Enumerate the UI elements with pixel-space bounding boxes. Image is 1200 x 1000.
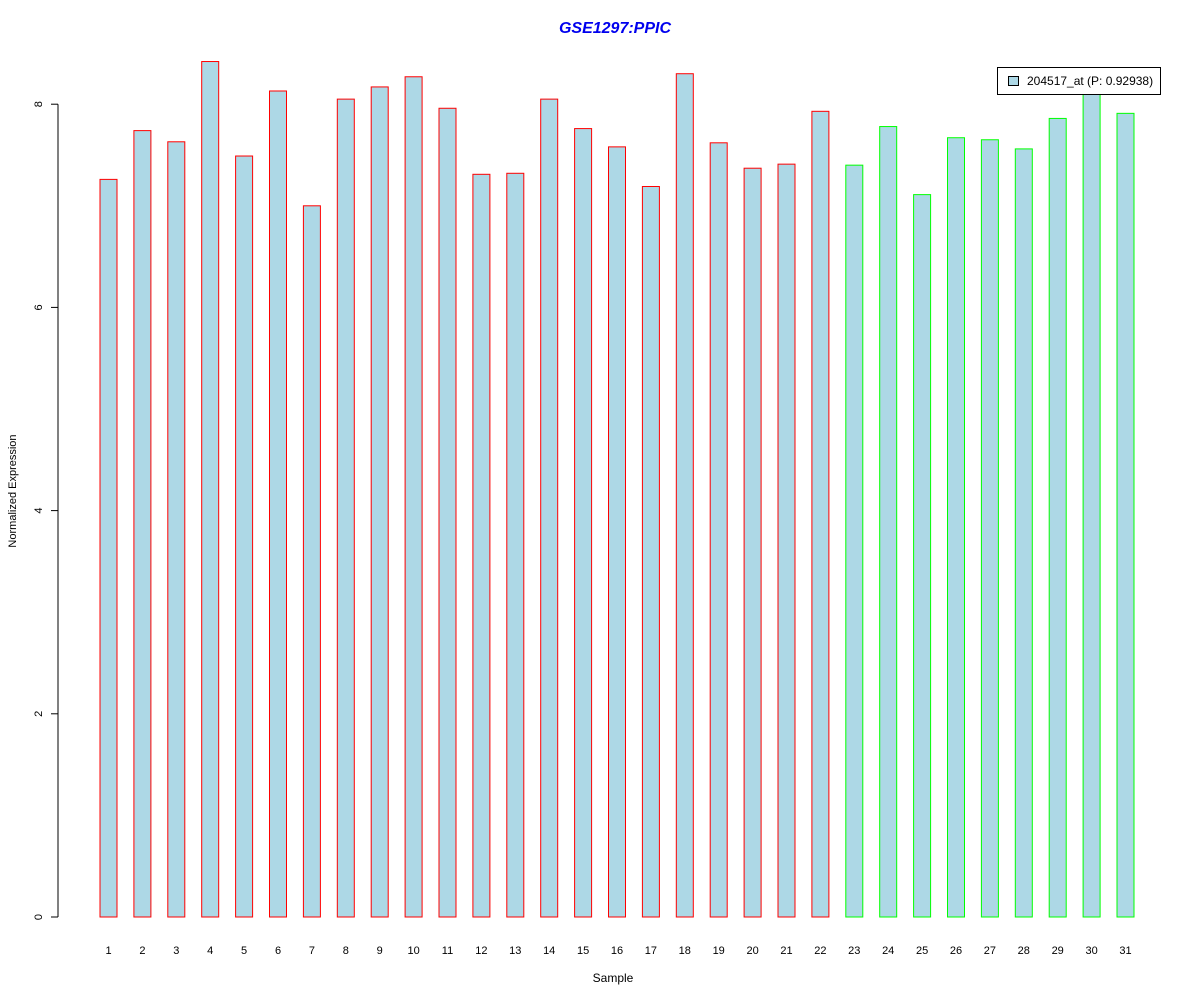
bar-sample-28 (1014, 148, 1033, 918)
bar-sample-26 (947, 137, 965, 918)
legend: 204517_at (P: 0.92938) (997, 67, 1161, 95)
x-tick-label: 29 (1052, 945, 1064, 957)
x-axis-label: Sample (592, 971, 634, 985)
bar-sample-10 (404, 76, 423, 918)
x-tick-label: 26 (950, 945, 962, 957)
legend-label: 204517_at (P: 0.92938) (1027, 74, 1154, 88)
bar-sample-30 (1082, 93, 1101, 918)
bar-sample-24 (879, 126, 898, 918)
bar-sample-20 (743, 167, 762, 918)
x-tick-label: 6 (275, 945, 281, 957)
x-tick-label: 12 (475, 945, 487, 957)
x-tick-label: 19 (713, 945, 725, 957)
x-tick-label: 16 (611, 945, 623, 957)
bar-sample-31 (1116, 112, 1135, 918)
x-tick-label: 20 (746, 945, 758, 957)
x-tick-label: 25 (916, 945, 928, 957)
x-tick-label: 7 (309, 945, 315, 957)
bar-sample-18 (675, 73, 694, 918)
bar-sample-29 (1048, 117, 1067, 918)
x-tick-label: 21 (780, 945, 792, 957)
bar-sample-25 (913, 194, 932, 918)
x-tick-label: 11 (442, 945, 453, 957)
x-tick-label: 22 (814, 945, 826, 957)
x-tick-label: 31 (1119, 945, 1131, 957)
y-tick-label: 4 (33, 508, 45, 514)
x-tick-label: 3 (173, 945, 179, 957)
x-tick-label: 14 (543, 945, 555, 957)
x-tick-label: 1 (105, 945, 111, 957)
bar-sample-11 (438, 107, 457, 918)
bar-sample-27 (980, 139, 999, 918)
bar-sample-2 (133, 130, 152, 918)
x-tick-label: 13 (509, 945, 521, 957)
bar-sample-19 (709, 142, 728, 918)
bar-sample-16 (608, 146, 626, 918)
chart-title: GSE1297:PPIC (558, 20, 672, 37)
bar-sample-21 (777, 163, 796, 918)
x-tick-label: 5 (241, 945, 247, 957)
x-tick-label: 18 (679, 945, 691, 957)
bar-sample-9 (370, 86, 389, 918)
bar-sample-15 (574, 128, 593, 918)
bar-sample-5 (235, 155, 254, 918)
bar-sample-1 (99, 178, 118, 918)
x-tick-label: 9 (377, 945, 383, 957)
bar-sample-17 (641, 185, 660, 918)
bar-sample-4 (201, 61, 220, 918)
bar-sample-7 (302, 205, 321, 918)
y-tick-label: 6 (33, 304, 45, 310)
y-tick-label: 2 (33, 711, 45, 717)
bar-sample-12 (472, 173, 491, 918)
bar-sample-6 (269, 90, 287, 918)
x-tick-label: 4 (207, 945, 213, 957)
x-tick-label: 15 (577, 945, 589, 957)
y-tick-label: 0 (33, 914, 45, 920)
bar-sample-8 (336, 98, 355, 918)
bar-sample-23 (845, 164, 864, 918)
x-tick-label: 17 (645, 945, 657, 957)
x-tick-label: 10 (407, 945, 419, 957)
y-tick-label: 8 (33, 101, 45, 107)
x-tick-label: 23 (848, 945, 860, 957)
x-tick-label: 2 (139, 945, 145, 957)
x-tick-label: 30 (1085, 945, 1097, 957)
bar-sample-13 (506, 172, 525, 918)
x-tick-label: 24 (882, 945, 894, 957)
bar-sample-3 (167, 141, 186, 918)
legend-swatch (1008, 76, 1019, 86)
bar-sample-14 (540, 98, 559, 918)
x-tick-label: 8 (343, 945, 349, 957)
x-tick-label: 27 (984, 945, 996, 957)
x-tick-label: 28 (1018, 945, 1030, 957)
bar-sample-22 (811, 110, 830, 918)
